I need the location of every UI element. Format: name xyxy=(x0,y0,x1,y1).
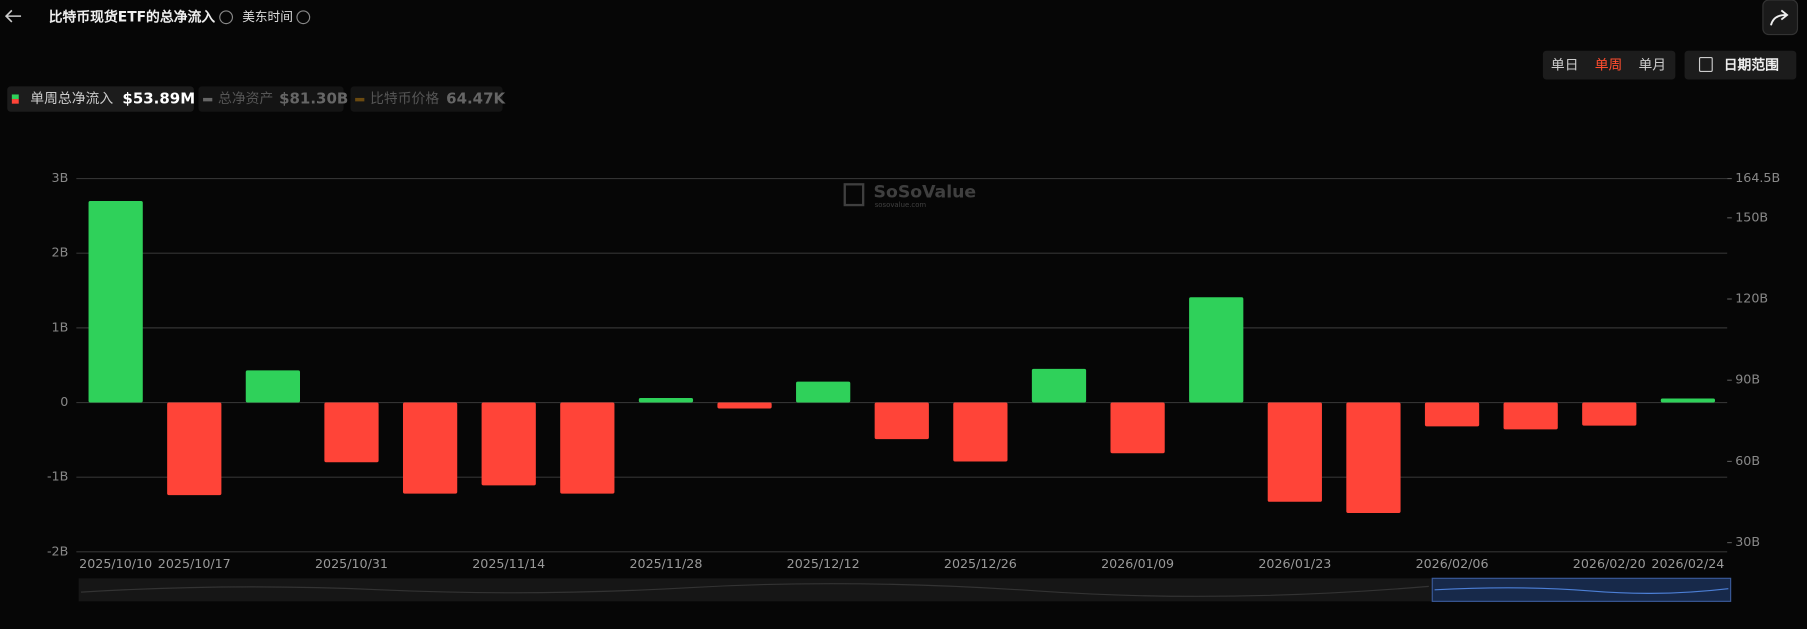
x-tick-label: 2025/10/17 xyxy=(158,556,231,571)
y-tick-label: 2B xyxy=(52,245,69,260)
bar[interactable] xyxy=(953,402,1008,462)
share-button[interactable] xyxy=(1762,0,1799,36)
period-button[interactable]: 单月 xyxy=(1638,58,1666,74)
legend-marker xyxy=(11,99,19,104)
legend-name: 单周总净流入 xyxy=(30,91,113,107)
bar[interactable] xyxy=(796,381,851,403)
legend-marker xyxy=(203,97,213,102)
x-tick-label: 2025/10/10 xyxy=(79,556,152,571)
y2-tick-label: 164.5B xyxy=(1735,170,1780,185)
watermark-site: sosovalue.com xyxy=(875,201,927,209)
watermark-logo xyxy=(843,183,865,207)
bar[interactable] xyxy=(1189,297,1244,403)
x-tick-label: 2026/02/20 xyxy=(1573,556,1646,571)
x-tick-label: 2025/12/26 xyxy=(944,556,1017,571)
period-switch xyxy=(1542,50,1676,80)
bar[interactable] xyxy=(1031,368,1087,403)
bar[interactable] xyxy=(481,402,536,486)
bar[interactable] xyxy=(88,200,143,403)
bar[interactable] xyxy=(402,402,458,494)
watermark-brand: SoSoValue xyxy=(874,182,977,202)
info-icon[interactable] xyxy=(219,10,234,25)
bar[interactable] xyxy=(1660,398,1716,403)
bar[interactable] xyxy=(638,398,694,403)
legend-item[interactable] xyxy=(350,86,503,112)
legend-name: 总净资产 xyxy=(218,91,273,107)
bar[interactable] xyxy=(717,402,772,409)
x-tick-label: 2026/01/23 xyxy=(1258,556,1331,571)
bar[interactable] xyxy=(874,402,929,440)
timezone: 美东时间 xyxy=(242,9,293,24)
y2-tick-label: 120B xyxy=(1735,291,1768,306)
y2-tick-label: 90B xyxy=(1735,372,1760,387)
legend-marker xyxy=(11,94,19,100)
bar[interactable] xyxy=(245,370,301,403)
x-tick-label: 2025/12/12 xyxy=(787,556,860,571)
y-tick-label: 3B xyxy=(52,170,69,185)
navigator-line xyxy=(1434,587,1729,594)
legend-name: 比特币价格 xyxy=(370,91,439,107)
share-icon xyxy=(1770,9,1789,26)
info-icon[interactable] xyxy=(296,10,311,25)
y-tick-label: -1B xyxy=(47,469,68,484)
x-tick-label: 2026/02/06 xyxy=(1416,556,1489,571)
x-tick-label: 2025/11/14 xyxy=(472,556,545,571)
title: 比特币现货ETF的总净流入 xyxy=(49,8,216,25)
y-tick-label: -2B xyxy=(47,543,68,558)
y2-tick-label: 60B xyxy=(1735,453,1760,468)
bar[interactable] xyxy=(1346,402,1401,513)
legend-value: $81.30B xyxy=(279,90,348,108)
y2-tick-label: 30B xyxy=(1735,534,1760,549)
legend-value: $53.89M xyxy=(122,90,195,108)
navigator[interactable] xyxy=(78,578,1731,602)
legend-item[interactable] xyxy=(7,86,194,112)
bar[interactable] xyxy=(1503,402,1558,430)
y2-tick-label: 150B xyxy=(1735,209,1768,224)
period-button[interactable]: 单日 xyxy=(1551,58,1579,74)
bar[interactable] xyxy=(167,402,222,496)
bar[interactable] xyxy=(1582,402,1637,426)
bar[interactable] xyxy=(1424,402,1480,427)
legend-marker xyxy=(355,97,365,102)
bar[interactable] xyxy=(560,402,615,494)
y-tick-label: 1B xyxy=(52,319,69,334)
legend-item[interactable] xyxy=(198,86,344,112)
bar[interactable] xyxy=(1110,402,1165,454)
y-tick-label: 0 xyxy=(60,394,68,409)
legend-value: 64.47K xyxy=(446,90,506,108)
x-tick-label: 2025/11/28 xyxy=(629,556,702,571)
x-tick-label: 2025/10/31 xyxy=(315,556,388,571)
navigator-line xyxy=(80,583,1429,597)
x-tick-label: 2026/01/09 xyxy=(1101,556,1174,571)
calendar-icon xyxy=(1698,57,1713,73)
date-range-label: 日期范围 xyxy=(1724,57,1779,74)
bar[interactable] xyxy=(324,402,379,463)
watermark: SoSoValue sosovalue.com xyxy=(843,182,977,209)
back-button[interactable] xyxy=(4,9,22,23)
bar[interactable] xyxy=(1267,402,1322,502)
period-button[interactable]: 单周 xyxy=(1595,58,1623,74)
x-tick-label: 2026/02/24 xyxy=(1651,556,1724,571)
